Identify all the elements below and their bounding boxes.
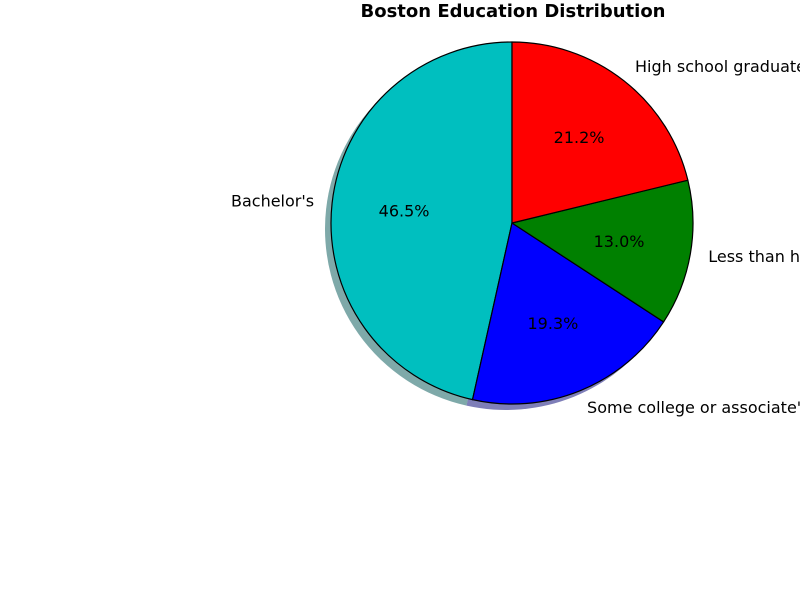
- percent-labels: 46.5% 19.3% 13.0% 21.2%: [379, 128, 645, 333]
- category-label-some-college-or-associate-s-degree: Some college or associate's degree: [587, 398, 800, 417]
- pie-slices: [330, 41, 694, 405]
- pie-slice-less-than-high-school-graduate: [511, 179, 694, 323]
- pie-slice-high-school-graduate: [511, 41, 689, 224]
- percent-label-bachelor-s: 46.5%: [379, 202, 430, 221]
- category-labels: Bachelor's Some college or associate's de…: [231, 57, 800, 417]
- chart-title: Boston Education Distribution: [360, 1, 665, 22]
- category-label-high-school-graduate: High school graduate: [635, 57, 800, 76]
- pie-slice-bachelor-s: [330, 41, 513, 401]
- percent-label-high-school-graduate: 21.2%: [554, 128, 605, 147]
- category-label-less-than-high-school-graduate: Less than high school graduate: [708, 247, 800, 266]
- percent-label-less-than-high-school-graduate: 13.0%: [594, 232, 645, 251]
- category-label-bachelor-s: Bachelor's: [231, 192, 314, 211]
- percent-label-some-college-or-associate-s-degree: 19.3%: [528, 314, 579, 333]
- pie-slice-some-college-or-associate-s-degree: [471, 222, 665, 405]
